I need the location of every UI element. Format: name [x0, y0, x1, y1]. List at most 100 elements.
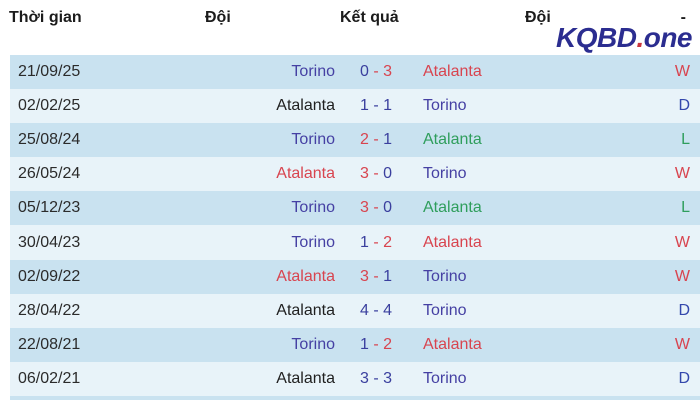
match-date: 05/12/23	[18, 199, 81, 217]
match-date: 02/09/22	[18, 267, 81, 285]
score-separator: -	[373, 63, 379, 81]
away-score: 3	[383, 369, 393, 387]
match-date: 06/02/21	[18, 369, 81, 387]
column-header-team1: Đội	[205, 9, 231, 26]
column-header-team2: Đội	[525, 9, 551, 26]
away-team-name: Atalanta	[423, 131, 482, 149]
score-separator: -	[373, 97, 379, 115]
score-separator: -	[373, 199, 379, 217]
column-header-outcome: -	[680, 9, 686, 26]
match-row[interactable]: 28/04/22 Atalanta 4 - 4 Torino D	[10, 293, 700, 328]
home-team-name: Torino	[291, 233, 335, 251]
match-row[interactable]: 02/02/25 Atalanta 1 - 1 Torino D	[10, 89, 700, 124]
home-score: 3	[359, 267, 369, 285]
match-score: 3 - 1	[336, 268, 416, 286]
column-header-result: Kết quả	[340, 9, 399, 26]
away-team-name: Atalanta	[423, 199, 482, 217]
match-date: 21/09/25	[18, 63, 81, 81]
away-score: 0	[383, 165, 393, 183]
home-score: 2	[359, 131, 369, 149]
home-score: 3	[359, 199, 369, 217]
match-date: 26/05/24	[18, 165, 81, 183]
home-score: 1	[359, 97, 369, 115]
away-team-name: Torino	[423, 165, 467, 183]
away-team-name: Atalanta	[423, 335, 482, 353]
column-header-time: Thời gian	[9, 9, 82, 26]
match-score: 3 - 0	[336, 199, 416, 217]
match-date: 02/02/25	[18, 97, 81, 115]
home-team-name: Atalanta	[276, 301, 335, 319]
away-score: 1	[383, 97, 393, 115]
match-rows: 21/09/25 Torino 0 - 3 Atalanta W 02/02/2…	[10, 55, 700, 396]
outcome-badge: W	[674, 165, 690, 183]
match-row[interactable]: 06/02/21 Atalanta 3 - 3 Torino D	[10, 361, 700, 396]
home-score: 4	[359, 301, 369, 319]
home-team-name: Atalanta	[276, 369, 335, 387]
outcome-badge: D	[678, 369, 690, 387]
away-score: 1	[383, 267, 393, 285]
score-separator: -	[373, 233, 379, 251]
match-row[interactable]: 25/08/24 Torino 2 - 1 Atalanta L	[10, 123, 700, 158]
match-date: 30/04/23	[18, 233, 81, 251]
home-score: 3	[359, 165, 369, 183]
match-date: 22/08/21	[18, 335, 81, 353]
match-score: 3 - 0	[336, 165, 416, 183]
match-score: 4 - 4	[336, 302, 416, 320]
score-separator: -	[373, 335, 379, 353]
match-row[interactable]: 30/04/23 Torino 1 - 2 Atalanta W	[10, 225, 700, 260]
away-score: 4	[383, 301, 393, 319]
away-score: 2	[383, 335, 393, 353]
match-score: 1 - 2	[336, 336, 416, 354]
home-score: 0	[359, 63, 369, 81]
home-team-name: Torino	[291, 335, 335, 353]
match-score: 1 - 1	[336, 97, 416, 115]
logo-text-main: KQBD	[555, 22, 637, 53]
away-score: 2	[383, 233, 393, 251]
outcome-badge: D	[678, 301, 690, 319]
outcome-badge: L	[681, 131, 690, 149]
outcome-badge: W	[674, 63, 690, 81]
away-team-name: Torino	[423, 301, 467, 319]
score-separator: -	[373, 301, 379, 319]
score-separator: -	[373, 267, 379, 285]
away-score: 3	[383, 63, 393, 81]
score-separator: -	[373, 369, 379, 387]
logo-text-suffix: one	[643, 22, 693, 53]
match-row[interactable]: 05/12/23 Torino 3 - 0 Atalanta L	[10, 191, 700, 226]
outcome-badge: W	[674, 267, 690, 285]
home-team-name: Torino	[291, 199, 335, 217]
match-date: 28/04/22	[18, 301, 81, 319]
match-row[interactable]: 22/08/21 Torino 1 - 2 Atalanta W	[10, 327, 700, 362]
match-row[interactable]: 21/09/25 Torino 0 - 3 Atalanta W	[10, 55, 700, 90]
away-team-name: Torino	[423, 369, 467, 387]
home-team-name: Atalanta	[276, 97, 335, 115]
away-team-name: Atalanta	[423, 233, 482, 251]
away-team-name: Torino	[423, 97, 467, 115]
outcome-badge: L	[681, 199, 690, 217]
home-team-name: Torino	[291, 131, 335, 149]
away-score: 0	[383, 199, 393, 217]
home-score: 3	[359, 369, 369, 387]
away-team-name: Torino	[423, 267, 467, 285]
outcome-badge: W	[674, 233, 690, 251]
home-score: 1	[359, 335, 369, 353]
home-team-name: Atalanta	[276, 267, 335, 285]
outcome-badge: D	[678, 97, 690, 115]
match-date: 25/08/24	[18, 131, 81, 149]
away-team-name: Atalanta	[423, 63, 482, 81]
match-score: 3 - 3	[336, 370, 416, 388]
match-score: 0 - 3	[336, 63, 416, 81]
match-score: 1 - 2	[336, 234, 416, 252]
score-separator: -	[373, 165, 379, 183]
match-row[interactable]: 02/09/22 Atalanta 3 - 1 Torino W	[10, 259, 700, 294]
home-score: 1	[359, 233, 369, 251]
home-team-name: Atalanta	[276, 165, 335, 183]
match-row[interactable]: 26/05/24 Atalanta 3 - 0 Torino W	[10, 157, 700, 192]
logo-dot: .	[636, 22, 644, 53]
away-score: 1	[383, 131, 393, 149]
kqbd-logo[interactable]: KQBD.one	[555, 22, 693, 53]
outcome-badge: W	[674, 335, 690, 353]
match-score: 2 - 1	[336, 131, 416, 149]
score-separator: -	[373, 131, 379, 149]
